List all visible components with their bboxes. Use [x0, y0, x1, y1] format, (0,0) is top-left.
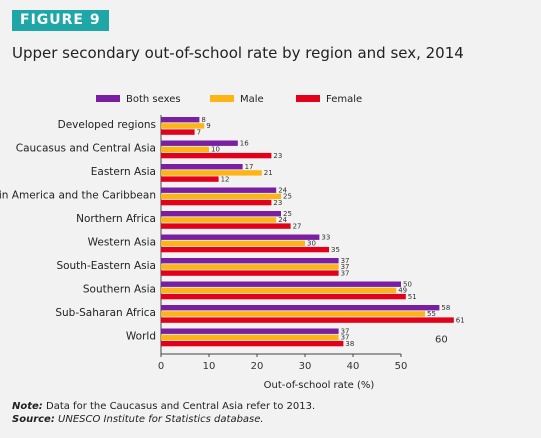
bar-6-1 [161, 264, 339, 270]
bar-7-1 [161, 287, 397, 294]
value-label-5-2: 35 [331, 246, 340, 254]
bar-7-0 [161, 281, 401, 287]
value-label-8-0: 58 [441, 304, 450, 312]
value-label-3-0: 24 [278, 186, 287, 194]
note-text: Data for the Caucasus and Central Asia r… [46, 401, 316, 412]
category-label-3: Latin America and the Caribbean [0, 190, 156, 202]
value-label-8-2: 61 [456, 316, 465, 324]
bar-3-2 [161, 199, 272, 206]
x-tick-label-5: 50 [395, 361, 408, 372]
value-label-4-2: 27 [293, 222, 302, 230]
value-label-4-1: 24 [278, 216, 287, 224]
x-tick-label-1: 10 [203, 361, 216, 372]
value-label-1-0: 16 [240, 139, 249, 147]
value-label-9-1: 37 [341, 334, 350, 342]
bar-1-0 [161, 140, 238, 146]
bar-2-0 [161, 164, 243, 170]
bar-7-2 [161, 293, 406, 300]
value-label-5-1: 30 [307, 240, 316, 248]
legend-label-1: Male [240, 94, 264, 105]
value-label-6-1: 37 [341, 263, 350, 271]
bar-3-1 [161, 193, 281, 200]
value-label-1-1: 10 [211, 146, 220, 154]
bar-5-2 [161, 246, 329, 253]
x-tick-label-0: 0 [158, 361, 164, 372]
x-tick-label-2: 20 [251, 361, 264, 372]
category-label-6: South-Eastern Asia [56, 260, 156, 272]
bar-2-2 [161, 176, 219, 182]
source-label: Source: [12, 414, 55, 425]
value-label-4-0: 25 [283, 210, 292, 218]
bar-4-1 [161, 217, 277, 223]
x-extra-label: 60 [435, 335, 448, 346]
value-label-8-1: 55 [427, 310, 436, 318]
chart-title: Upper secondary out-of-school rate by re… [12, 44, 464, 62]
value-label-7-1: 49 [398, 287, 407, 295]
category-label-7: Southern Asia [83, 284, 156, 296]
bar-9-1 [161, 334, 339, 341]
category-label-8: Sub-Saharan Africa [55, 307, 156, 319]
bar-6-0 [161, 258, 339, 264]
value-label-3-2: 23 [273, 199, 282, 207]
value-label-3-1: 25 [283, 193, 292, 201]
bar-8-2 [161, 317, 454, 323]
value-label-5-0: 33 [321, 233, 330, 241]
bar-6-2 [161, 270, 339, 276]
value-label-9-2: 38 [345, 340, 354, 348]
category-label-0: Developed regions [58, 119, 156, 131]
value-label-6-0: 37 [341, 257, 350, 265]
category-label-1: Caucasus and Central Asia [16, 143, 156, 155]
bar-0-1 [161, 123, 205, 129]
legend-swatch-1 [210, 95, 234, 102]
bar-2-1 [161, 170, 262, 176]
value-label-6-2: 37 [341, 269, 350, 277]
value-label-7-0: 50 [403, 280, 412, 288]
source-line: Source: UNESCO Institute for Statistics … [12, 414, 264, 425]
category-label-2: Eastern Asia [91, 166, 156, 178]
legend-swatch-0 [96, 95, 120, 102]
bar-0-0 [161, 117, 200, 123]
value-label-7-2: 51 [408, 293, 417, 301]
x-tick-label-3: 30 [299, 361, 312, 372]
bar-1-2 [161, 152, 272, 159]
value-label-1-2: 23 [273, 152, 282, 160]
bar-0-2 [161, 129, 195, 135]
value-label-2-2: 12 [221, 175, 230, 183]
category-label-4: Northern Africa [76, 213, 156, 225]
bar-8-0 [161, 305, 440, 311]
category-label-9: World [126, 331, 156, 343]
bar-4-2 [161, 223, 291, 229]
value-label-0-2: 7 [197, 128, 201, 136]
bar-9-2 [161, 340, 344, 347]
x-axis-label: Out-of-school rate (%) [264, 380, 375, 391]
legend-label-0: Both sexes [126, 94, 181, 105]
bar-5-1 [161, 240, 305, 247]
value-label-0-1: 9 [206, 122, 210, 130]
value-label-0-0: 8 [201, 116, 205, 124]
source-text: UNESCO Institute for Statistics database… [58, 414, 264, 425]
value-label-2-0: 17 [245, 163, 254, 171]
x-tick-label-4: 40 [347, 361, 360, 372]
value-label-9-0: 37 [341, 327, 350, 335]
figure-badge: FIGURE 9 [12, 10, 109, 31]
value-label-2-1: 21 [264, 169, 273, 177]
category-label-5: Western Asia [88, 237, 156, 249]
bar-1-1 [161, 146, 209, 153]
bar-9-0 [161, 328, 339, 334]
legend-label-2: Female [326, 94, 362, 105]
note-line: Note: Data for the Caucasus and Central … [12, 401, 315, 412]
bar-4-0 [161, 211, 281, 217]
bar-3-0 [161, 187, 277, 193]
note-label: Note: [12, 401, 43, 412]
bar-5-0 [161, 234, 320, 240]
legend-swatch-2 [296, 95, 320, 102]
bar-8-1 [161, 311, 425, 317]
